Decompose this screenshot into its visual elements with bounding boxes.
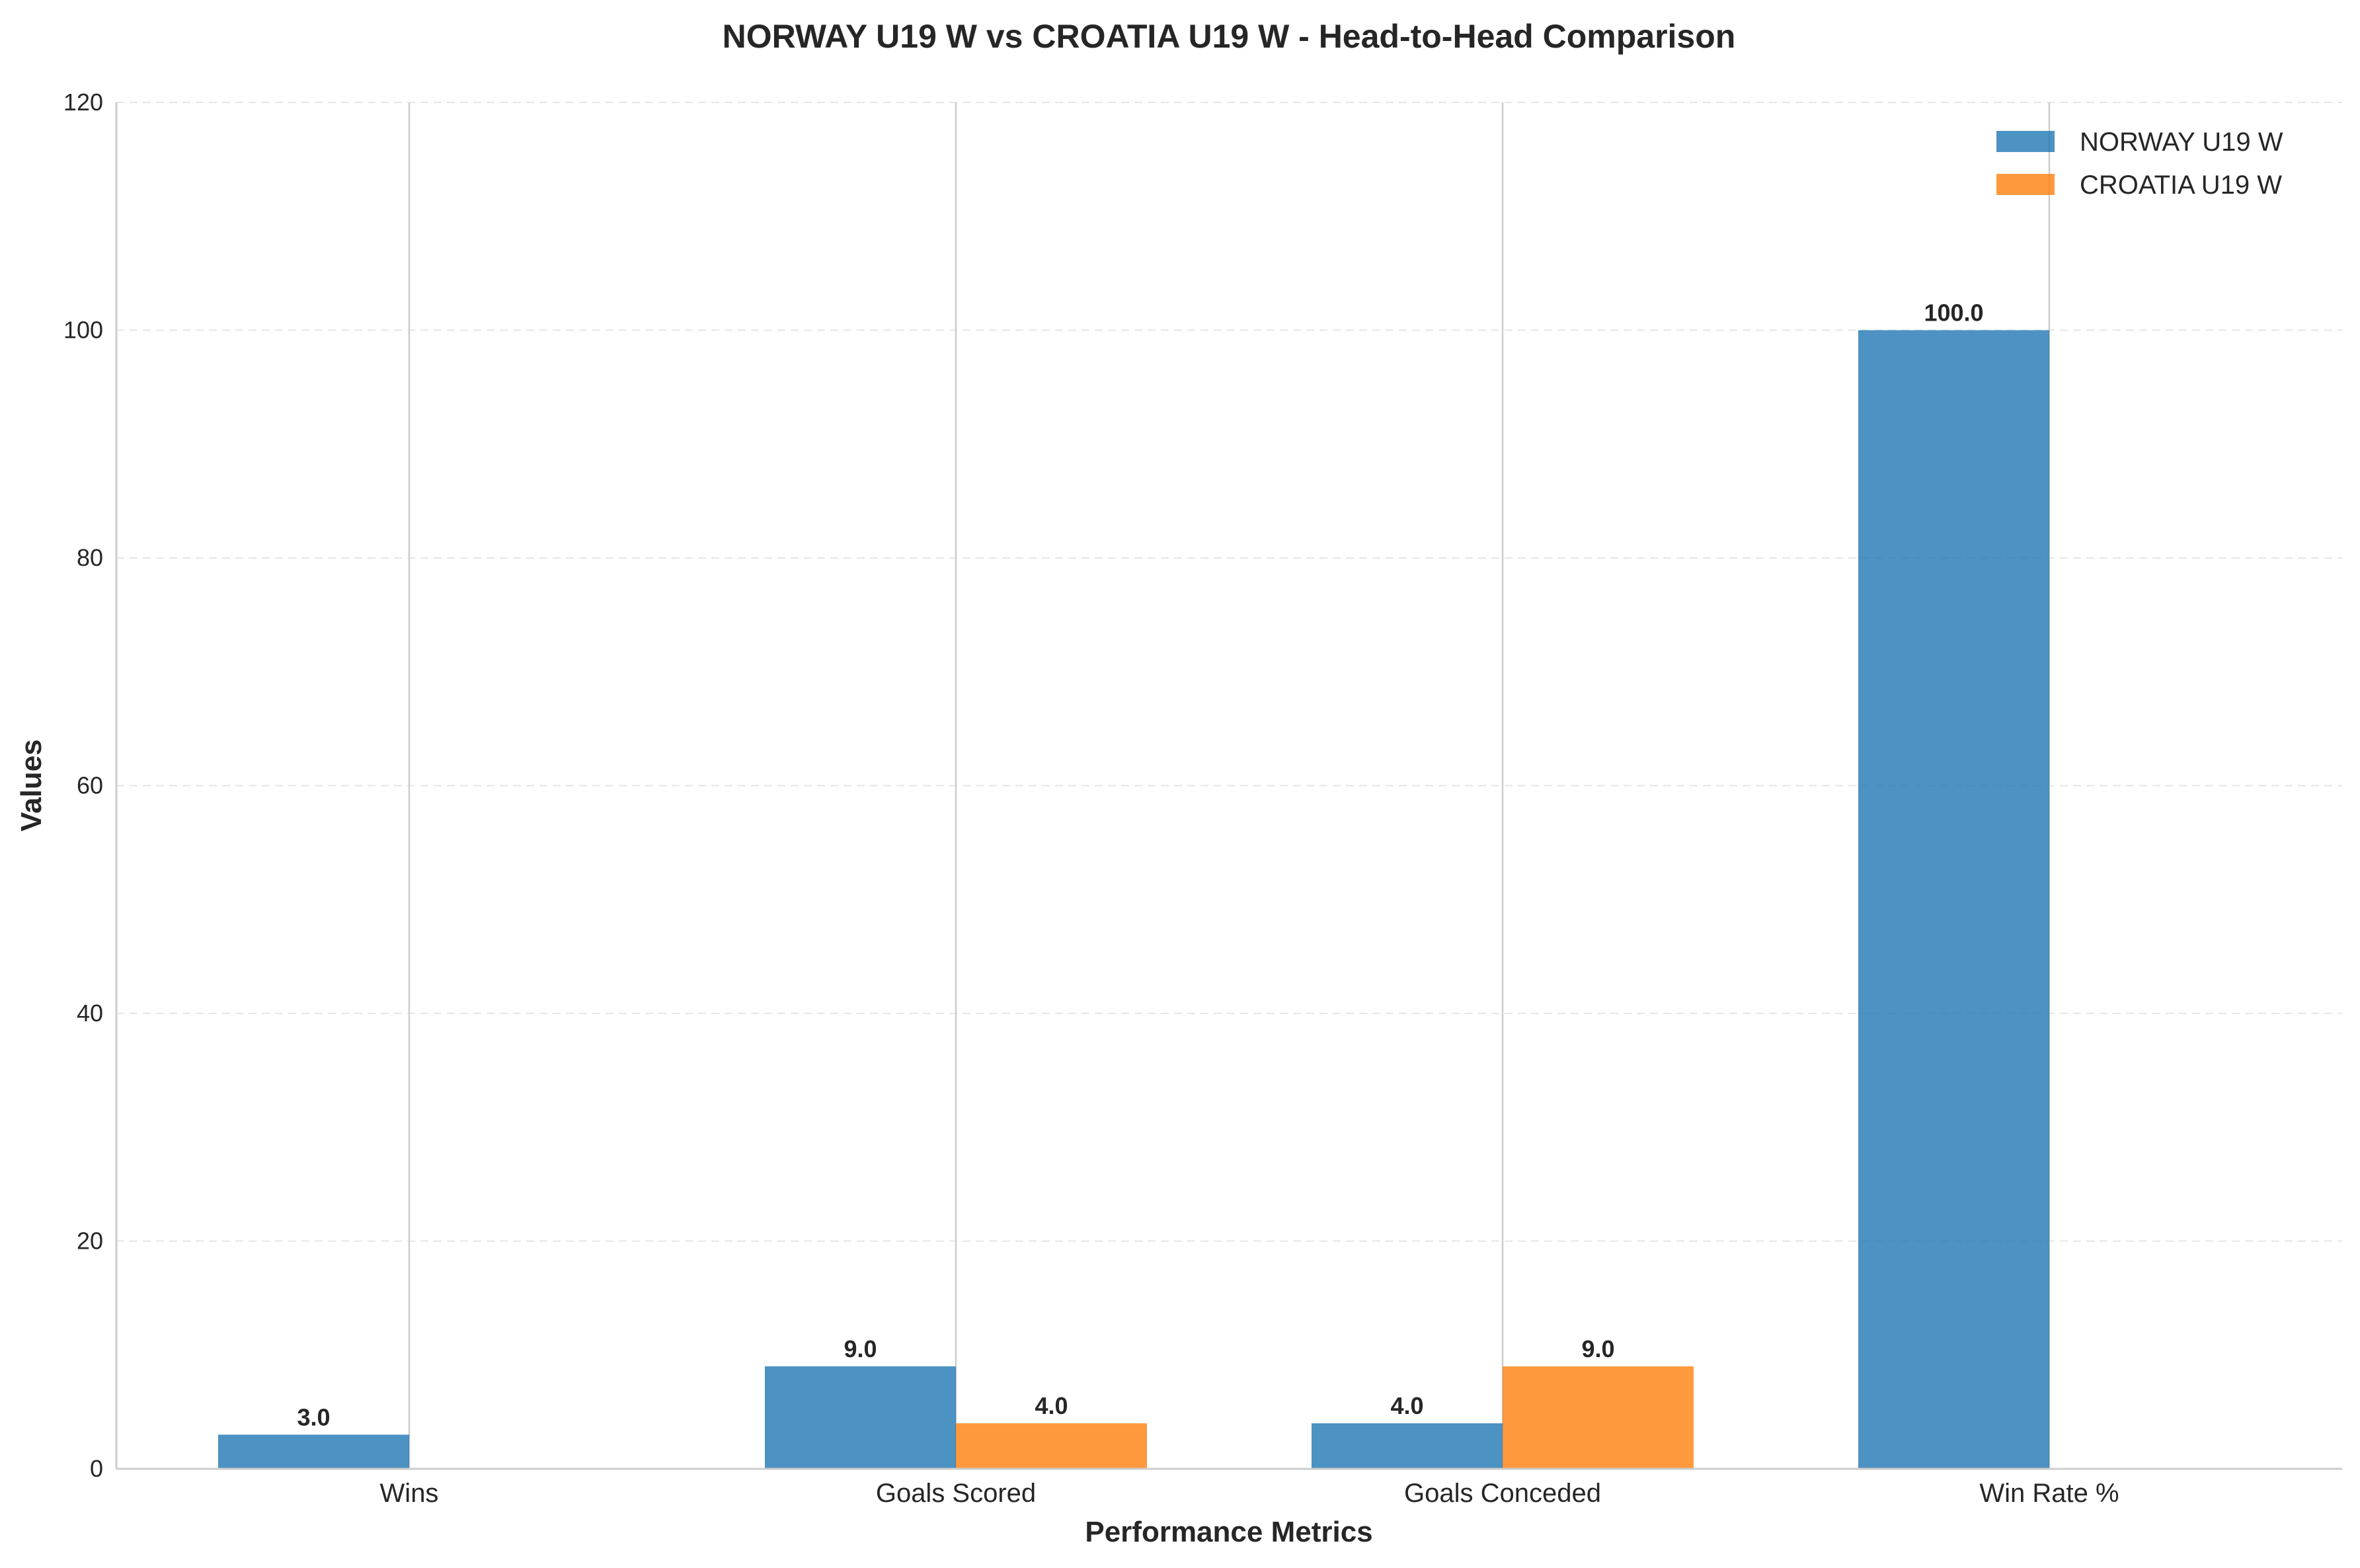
y-axis-label: Values (15, 739, 48, 831)
bar-norway (1858, 330, 2049, 1469)
y-tick-label: 100 (63, 317, 103, 344)
y-tick-label: 0 (90, 1455, 103, 1482)
y-tick-label: 20 (77, 1228, 103, 1255)
bar-value-label: 4.0 (1390, 1392, 1423, 1419)
bar-value-label: 9.0 (844, 1335, 877, 1362)
bars (218, 330, 2049, 1469)
x-axis-label: Performance Metrics (1085, 1516, 1372, 1548)
y-tick-label: 120 (63, 89, 103, 116)
x-tick-label: Win Rate % (1979, 1479, 2119, 1508)
y-tick-labels: 0 20 40 60 80 100 120 (63, 89, 103, 1482)
gridlines (116, 102, 2342, 1242)
bar-norway (1312, 1423, 1503, 1469)
y-tick-label: 80 (77, 544, 103, 571)
y-tick-label: 40 (77, 1000, 103, 1027)
x-tick-label: Goals Scored (876, 1479, 1036, 1508)
x-tick-label: Goals Conceded (1404, 1479, 1601, 1508)
bar-norway (218, 1434, 409, 1469)
bar-value-label: 3.0 (297, 1403, 330, 1431)
legend-label-croatia: CROATIA U19 W (2080, 171, 2282, 200)
bar-value-labels: 3.0 9.0 4.0 100.0 4.0 9.0 (297, 299, 1983, 1431)
legend-label-norway: NORWAY U19 W (2080, 128, 2283, 157)
y-tick-label: 60 (77, 772, 103, 799)
bar-norway (765, 1366, 956, 1469)
chart-title: NORWAY U19 W vs CROATIA U19 W - Head-to-… (723, 18, 1736, 55)
x-tick-label: Wins (380, 1479, 439, 1508)
bar-value-label: 9.0 (1581, 1335, 1614, 1362)
legend-swatch-croatia (1996, 174, 2055, 195)
bar-croatia (956, 1423, 1147, 1469)
bar-croatia (1503, 1366, 1694, 1469)
bar-value-label: 100.0 (1924, 299, 1983, 327)
legend-swatch-norway (1996, 131, 2055, 152)
bar-value-label: 4.0 (1035, 1392, 1068, 1419)
legend: NORWAY U19 W CROATIA U19 W (1996, 128, 2283, 200)
x-tick-labels: Wins Goals Scored Goals Conceded Win Rate % (380, 1479, 2119, 1508)
